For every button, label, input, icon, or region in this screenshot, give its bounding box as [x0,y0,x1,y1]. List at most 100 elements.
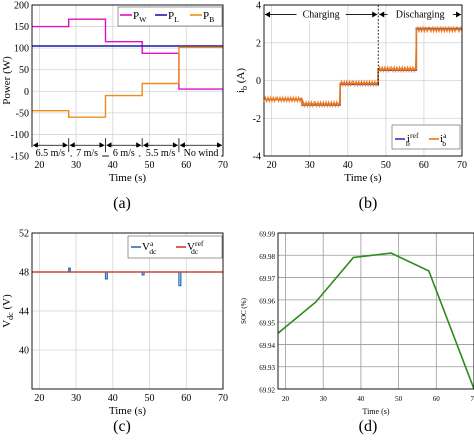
x-tick-label-70: 70 [457,160,467,171]
annotation-label-4: No wind [184,148,219,159]
annotation-arrowhead-left [33,142,38,149]
annotation-arrowhead-left [143,142,149,149]
annotation-arrowhead-right [172,142,178,149]
x-axis-label: Time (s) [109,405,147,417]
legend-label-0: PW [133,10,147,24]
x-tick-label-70: 70 [471,395,474,403]
y-tick-label-40: 40 [19,346,29,357]
x-tick-label-70: 70 [218,160,228,171]
y-tick-label-44: 44 [19,307,29,318]
annotation-label-1: 7 m/s [76,148,98,159]
y-tick-label--50: -50 [16,108,29,119]
x-tick-label-50: 50 [381,160,391,171]
plot-frame [277,232,474,390]
y-axis-label: SOC (%) [240,297,248,324]
panel-label-a: (a) [113,195,131,212]
x-tick-label-30: 30 [71,160,81,171]
phase-label-0: Charging [303,9,340,20]
y-tick-label-2: 2 [256,38,261,49]
annotation-label-0: 6.5 m/s [36,148,66,159]
battery-current-chart: 20 30 40 50 60 70 -4 -2 0 2 4 Time (s) ib (A) Chargin… [237,1,467,185]
x-tick-label-30: 30 [71,393,81,404]
y-tick-label-200: 200 [14,1,29,12]
x-tick-label-50: 50 [395,395,403,403]
x-tick-label-40: 40 [343,160,353,171]
x-axis-label: Time (s) [344,172,382,184]
x-axis-label: Time (s) [362,407,389,416]
y-tick-label-69.93: 69.93 [259,364,275,372]
ripple-band [263,25,463,109]
x-tick-label-30: 30 [320,395,328,403]
annotation-arrowhead-left [179,142,185,149]
phase-arrowhead-right [456,11,461,18]
y-tick-label-4: 4 [256,1,261,12]
y-tick-label-100: 100 [14,44,29,55]
legend-label-1: Vref dc [187,239,204,256]
panel-label-c: (c) [113,418,131,435]
legend-label-2: PB [203,10,214,24]
y-tick-label--150: -150 [11,152,29,163]
y-tick-label-69.94: 69.94 [259,342,275,350]
x-tick-label-50: 50 [145,393,155,404]
x-tick-label-40: 40 [108,160,118,171]
y-tick-label-52: 52 [19,229,29,240]
annotation-bg [140,147,181,160]
plot-frame [31,232,224,390]
x-tick-label-20: 20 [267,160,277,171]
y-axis-label: ib (A) [237,68,249,93]
legend-label-0: Va dc [142,239,157,256]
annotation-bg [108,147,139,160]
y-tick-label-0: 0 [256,76,261,87]
annotation-bg [180,147,222,160]
y-axis-label: Power (W) [1,56,13,105]
annotation-bg [72,147,103,160]
x-tick-label-20: 20 [34,393,44,404]
legend-box [391,124,461,150]
legend-label-0: iref b [406,131,419,148]
plot-area [32,5,223,156]
annotation-label-3: 5.5 m/s [146,148,176,159]
phase-arrowhead-right [372,11,378,18]
x-tick-label-30: 30 [305,160,315,171]
annotation-label-2: 6 m/s [113,148,135,159]
annotation-arrowhead-right [99,142,105,149]
annotation-arrowhead-left [69,142,75,149]
x-tick-label-50: 50 [145,160,155,171]
annotation-bg [30,147,71,160]
phase-label-bg [296,6,346,21]
plot-area [278,233,474,389]
y-tick-label-69.99: 69.99 [259,231,275,239]
x-tick-label-20: 20 [34,160,44,171]
x-tick-label-60: 60 [181,160,191,171]
legend-label-1: PL [168,10,179,24]
y-tick-label-69.96: 69.96 [259,297,275,305]
x-tick-label-60: 60 [181,393,191,404]
plot-frame [263,4,463,157]
y-tick-label-69.98: 69.98 [259,253,275,261]
y-tick-label-69.97: 69.97 [259,275,275,283]
annotation-arrowhead-right [136,142,142,149]
y-tick-label-150: 150 [14,22,29,33]
series-line-0 [277,252,474,390]
legend-box [117,6,223,27]
x-tick-label-40: 40 [357,395,365,403]
dc-voltage-chart: 20 30 40 50 60 70 40 44 48 52 Time (s) Vdc (V) Va dc V… [1,229,228,418]
series-line-2 [32,46,223,118]
soc-chart: 20 30 40 50 60 70 69.92 69.93 69.94 69.95 69.96 69.… [240,231,474,416]
y-tick-label--2: -2 [253,114,261,125]
x-axis-label: Time (s) [109,172,147,184]
x-tick-label-40: 40 [108,393,118,404]
x-tick-label-20: 20 [282,395,290,403]
y-tick-label-0: 0 [24,87,29,98]
annotation-arrowhead-left [106,142,112,149]
phase-label-bg [387,6,453,21]
y-tick-label-50: 50 [19,65,29,76]
panel-label-d: (d) [358,418,378,435]
y-tick-label-48: 48 [19,268,29,279]
annotation-arrowhead-right [217,142,222,149]
legend-label-1: ia b [440,131,447,148]
x-tick-label-70: 70 [218,393,228,404]
y-tick-label-69.95: 69.95 [259,320,275,328]
power-chart: 20 30 40 50 60 70 -150 -100 -50 0 50 100 150 200 Time … [1,1,228,185]
legend-box [127,235,223,259]
